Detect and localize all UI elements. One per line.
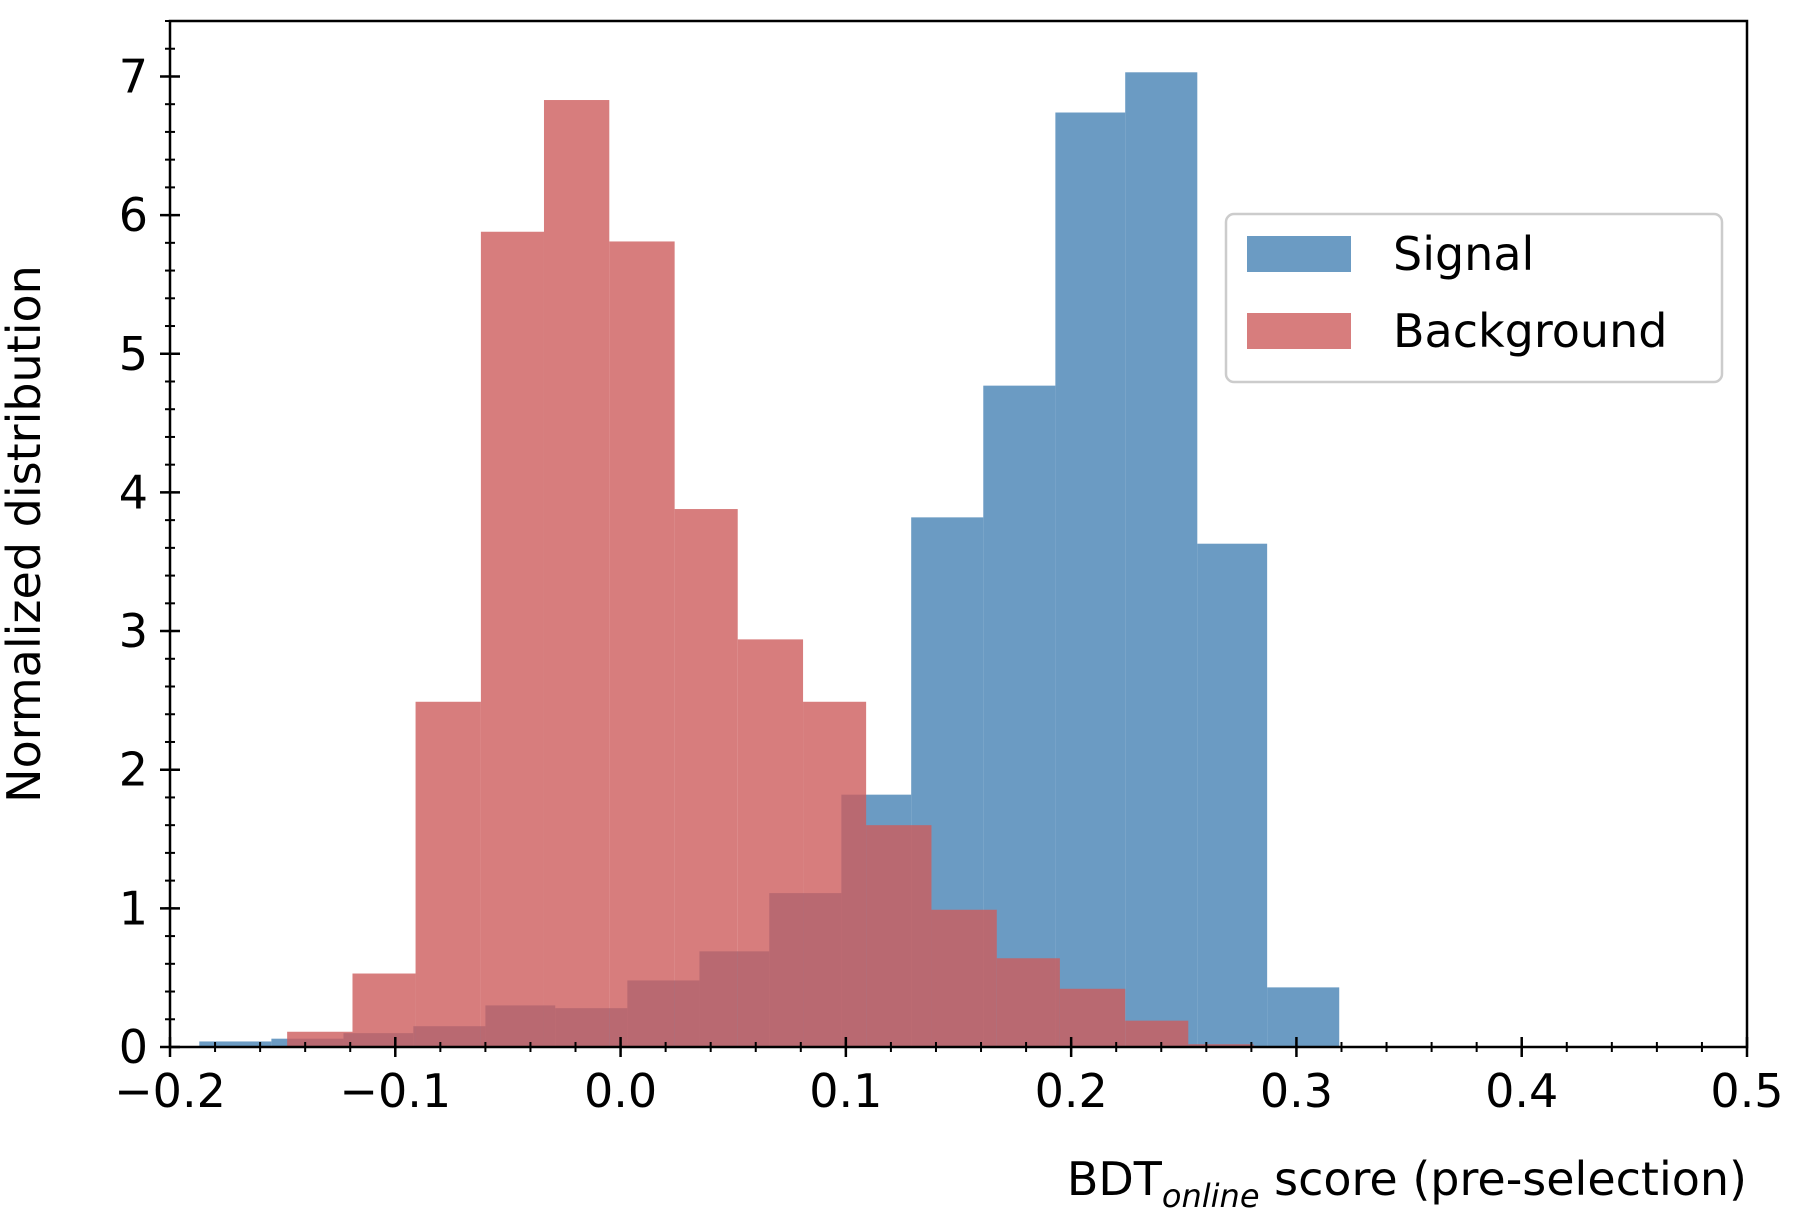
histogram-bar bbox=[931, 909, 997, 1047]
histogram-bar bbox=[1125, 1020, 1189, 1047]
y-axis-label: Normalized distribution bbox=[0, 265, 51, 803]
histogram-bar bbox=[1125, 72, 1198, 1048]
legend-label: Background bbox=[1393, 304, 1667, 358]
y-tick-label: 7 bbox=[119, 49, 148, 103]
x-label-sub: online bbox=[1162, 1177, 1260, 1211]
histogram-bar bbox=[866, 825, 932, 1047]
histogram-bar bbox=[996, 958, 1060, 1047]
histogram-bar bbox=[287, 1031, 353, 1047]
y-tick-label: 4 bbox=[119, 465, 148, 519]
y-tick-label: 2 bbox=[119, 743, 148, 797]
y-tick-label: 1 bbox=[119, 881, 148, 935]
x-tick-label: −0.2 bbox=[114, 1064, 226, 1118]
histogram-bar bbox=[1059, 988, 1126, 1047]
y-tick-label: 6 bbox=[119, 188, 148, 242]
x-tick-label: 0.1 bbox=[809, 1064, 882, 1118]
x-axis-label: BDTonline score (pre-selection) bbox=[1067, 1152, 1747, 1211]
histogram-bar bbox=[415, 701, 481, 1047]
legend-label: Signal bbox=[1393, 227, 1534, 281]
histogram-bar bbox=[803, 701, 867, 1047]
histogram-bar bbox=[1197, 543, 1268, 1047]
histogram-bar bbox=[737, 639, 804, 1047]
x-label-rest: score (pre-selection) bbox=[1260, 1152, 1748, 1206]
histogram-bar bbox=[199, 1041, 272, 1047]
histogram-bar bbox=[1267, 987, 1340, 1047]
x-tick-label: −0.1 bbox=[339, 1064, 451, 1118]
x-tick-label: 0.5 bbox=[1710, 1064, 1783, 1118]
histogram-bar bbox=[1188, 1044, 1254, 1047]
histogram-bar bbox=[1055, 112, 1126, 1047]
histogram-bar bbox=[352, 973, 416, 1047]
histogram-bar bbox=[480, 231, 544, 1047]
x-tick-label: 0.0 bbox=[584, 1064, 657, 1118]
legend-swatch bbox=[1247, 313, 1351, 349]
histogram-bar bbox=[609, 241, 675, 1047]
y-tick-label: 3 bbox=[119, 604, 148, 658]
x-tick-label: 0.3 bbox=[1260, 1064, 1333, 1118]
y-tick-label: 0 bbox=[119, 1020, 148, 1074]
y-tick-label: 5 bbox=[119, 327, 148, 381]
x-tick-label: 0.2 bbox=[1035, 1064, 1108, 1118]
plot-frame bbox=[168, 19, 1749, 1049]
histogram-bar bbox=[674, 509, 738, 1048]
legend-swatch bbox=[1247, 236, 1351, 272]
x-label-main: BDT bbox=[1067, 1152, 1163, 1206]
x-tick-label: 0.4 bbox=[1485, 1064, 1558, 1118]
histogram-bar bbox=[543, 100, 610, 1048]
